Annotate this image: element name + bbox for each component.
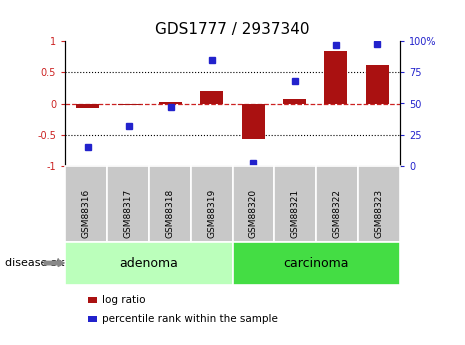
Text: GSM88322: GSM88322 — [332, 189, 342, 238]
Text: adenoma: adenoma — [120, 257, 178, 269]
Text: percentile rank within the sample: percentile rank within the sample — [102, 314, 278, 324]
Text: GSM88316: GSM88316 — [81, 189, 91, 238]
Text: GSM88323: GSM88323 — [374, 189, 384, 238]
Title: GDS1777 / 2937340: GDS1777 / 2937340 — [155, 22, 310, 38]
Text: GSM88318: GSM88318 — [165, 189, 174, 238]
Bar — [200, 91, 223, 103]
Bar — [118, 104, 140, 105]
Bar — [325, 51, 347, 104]
Text: GSM88317: GSM88317 — [123, 189, 133, 238]
Text: carcinoma: carcinoma — [284, 257, 349, 269]
Text: GSM88321: GSM88321 — [291, 189, 300, 238]
Bar — [242, 104, 265, 139]
Text: GSM88319: GSM88319 — [207, 189, 216, 238]
Bar — [366, 65, 389, 104]
Bar — [283, 99, 306, 103]
Text: log ratio: log ratio — [102, 295, 146, 305]
Bar — [159, 102, 182, 104]
Bar — [76, 104, 99, 108]
Text: disease state: disease state — [5, 258, 79, 268]
Text: GSM88320: GSM88320 — [249, 189, 258, 238]
